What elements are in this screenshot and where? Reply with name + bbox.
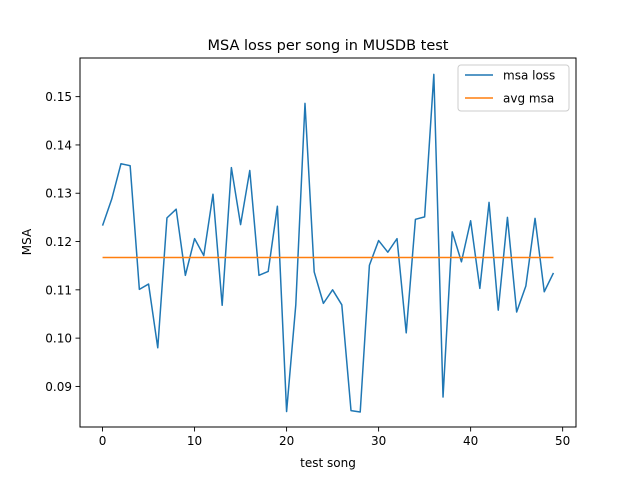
x-tick-label: 30 — [371, 434, 386, 448]
series-line-1 — [101, 73, 555, 413]
y-tick-label: 0.10 — [45, 332, 72, 346]
plot-area — [80, 58, 576, 427]
series-layer — [101, 73, 555, 413]
axes-frame — [79, 57, 577, 428]
x-tick-label: 50 — [555, 434, 570, 448]
x-tick-label: 40 — [463, 434, 478, 448]
y-axis-label: MSA — [20, 228, 34, 255]
y-tick-label: 0.13 — [45, 187, 72, 201]
legend: msa loss avg msa — [457, 64, 570, 112]
y-tick-label: 0.09 — [45, 380, 72, 394]
y-axis: 0.09 0.10 0.11 0.12 0.13 0.14 0.15 — [45, 90, 80, 394]
x-tick-label: 20 — [279, 434, 294, 448]
y-tick-label: 0.11 — [45, 283, 72, 297]
legend-label-2: avg msa — [503, 92, 554, 106]
x-tick-label: 0 — [99, 434, 107, 448]
y-tick-label: 0.15 — [45, 90, 72, 104]
legend-label-1: msa loss — [503, 69, 555, 83]
legend-box — [457, 64, 570, 112]
x-axis-label: test song — [300, 456, 356, 470]
y-tick-label: 0.14 — [45, 138, 72, 152]
x-tick-label: 10 — [187, 434, 202, 448]
y-tick-label: 0.12 — [45, 235, 72, 249]
chart-title: MSA loss per song in MUSDB test — [208, 38, 449, 54]
x-axis: 0 10 20 30 40 50 — [99, 427, 570, 448]
